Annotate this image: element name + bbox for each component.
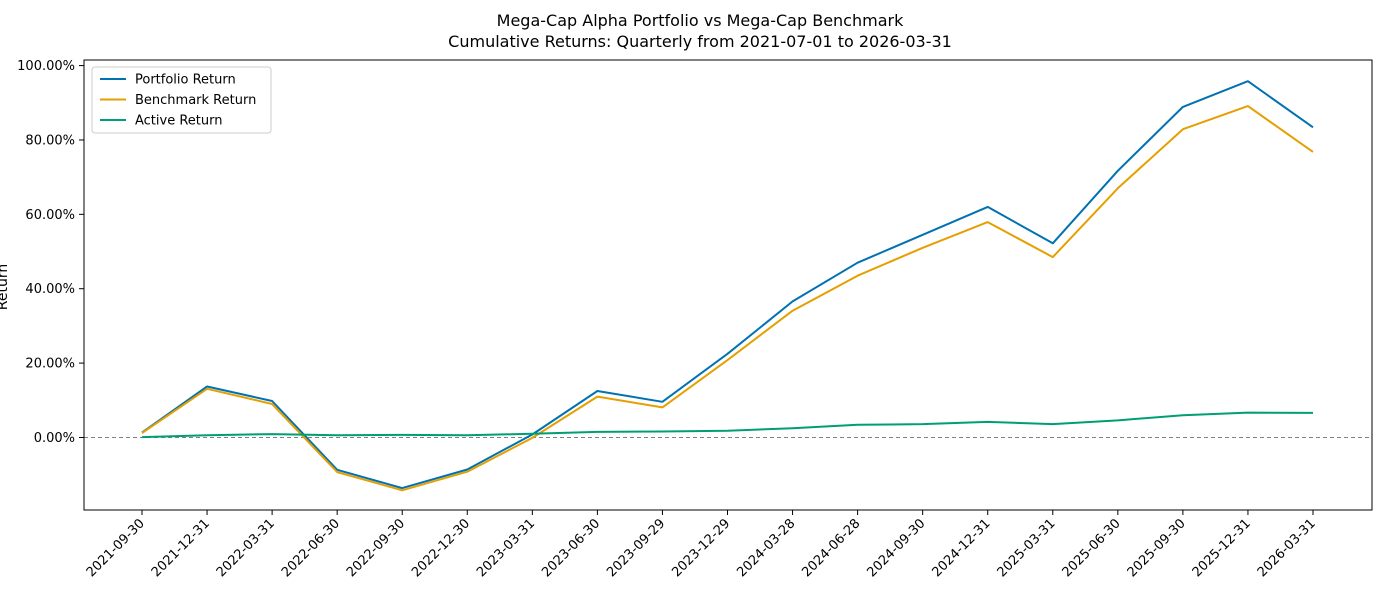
x-tick-label: 2021-12-31 [149, 516, 213, 580]
x-tick-label: 2023-03-31 [474, 516, 538, 580]
x-tick-label: 2022-06-30 [279, 516, 343, 580]
x-tick-label: 2023-06-30 [539, 516, 603, 580]
y-axis: 0.00% 20.00% 40.00% 60.00% 80.00% 100.00% [17, 59, 84, 446]
x-tick-label: 2024-03-28 [734, 516, 798, 580]
x-tick-label: 2025-09-30 [1125, 516, 1189, 580]
legend-label-1: Benchmark Return [135, 93, 256, 108]
x-tick-label: 2024-09-30 [864, 516, 928, 580]
series-line-1 [141, 105, 1314, 492]
series-line-2 [141, 411, 1314, 439]
y-tick-label: 0.00% [34, 431, 75, 446]
series-line-0 [141, 80, 1314, 490]
y-tick-label: 40.00% [25, 282, 75, 297]
legend-label-0: Portfolio Return [135, 73, 236, 88]
x-axis: 2021-09-30 2021-12-31 2022-03-31 2022-06-30… [84, 510, 1319, 580]
plot-frame [83, 59, 1373, 511]
y-tick-label: 60.00% [25, 208, 75, 223]
chart-subtitle: Cumulative Returns: Quarterly from 2021-… [448, 32, 952, 51]
chart-title: Mega-Cap Alpha Portfolio vs Mega-Cap Ben… [497, 11, 904, 30]
y-tick-label: 100.00% [17, 59, 75, 74]
x-tick-label: 2026-03-31 [1255, 516, 1319, 580]
x-tick-label: 2025-12-31 [1190, 516, 1254, 580]
x-tick-label: 2021-09-30 [84, 516, 148, 580]
x-tick-label: 2025-03-31 [995, 516, 1059, 580]
x-tick-label: 2025-06-30 [1060, 516, 1124, 580]
y-axis-label: Return [0, 264, 11, 310]
x-tick-label: 2023-09-29 [604, 516, 668, 580]
x-tick-label: 2024-06-28 [799, 516, 863, 580]
x-tick-label: 2022-03-31 [214, 516, 278, 580]
x-tick-label: 2023-12-29 [669, 516, 733, 580]
y-tick-label: 20.00% [25, 357, 75, 372]
legend-label-2: Active Return [135, 114, 222, 129]
y-tick-label: 80.00% [25, 133, 75, 148]
x-tick-label: 2022-12-30 [409, 516, 473, 580]
legend-box [91, 66, 272, 134]
x-tick-label: 2024-12-31 [930, 516, 994, 580]
legend: Portfolio Return Benchmark Return Active R… [91, 66, 272, 134]
x-tick-label: 2022-09-30 [344, 516, 408, 580]
plot-area [83, 59, 1373, 511]
